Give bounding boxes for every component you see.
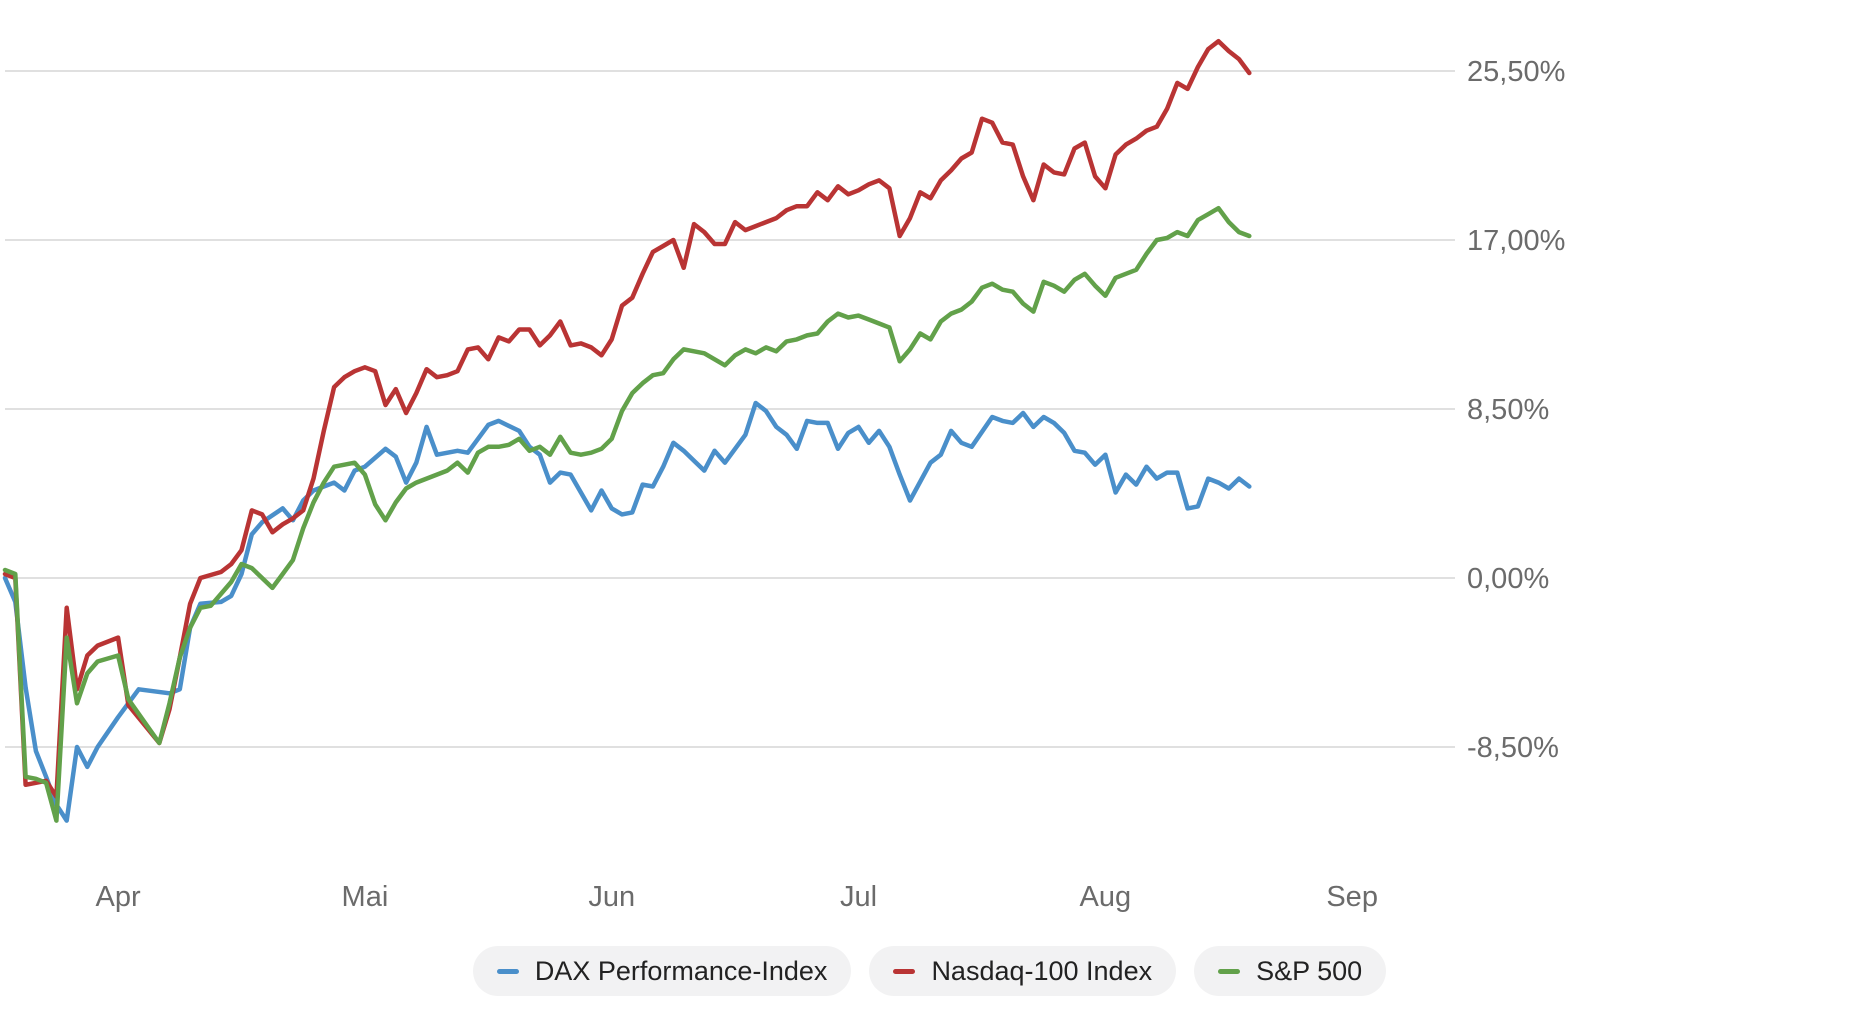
y-tick-label: 0,00% <box>1467 563 1549 595</box>
series-line-sp500[interactable] <box>2 205 1252 823</box>
y-tick-label: 17,00% <box>1467 225 1565 257</box>
x-axis-ticks: Apr Mai Jun Jul Aug Sep <box>96 881 1378 913</box>
x-tick-label: Jun <box>588 881 635 913</box>
legend-label-dax: DAX Performance-Index <box>534 955 828 986</box>
x-tick-label: Apr <box>96 881 141 913</box>
y-axis-ticks: 25,50% 17,00% 8,50% 0,00% -8,50% <box>1467 56 1565 764</box>
gridlines <box>5 70 1455 748</box>
x-tick-label: Aug <box>1080 881 1132 913</box>
legend-item-nasdaq[interactable]: Nasdaq-100 Index <box>869 946 1177 996</box>
legend-item-sp500[interactable]: S&P 500 <box>1194 946 1387 996</box>
legend-swatch-sp500 <box>1218 968 1241 974</box>
legend-label-sp500: S&P 500 <box>1256 955 1363 986</box>
legend-item-dax[interactable]: DAX Performance-Index <box>472 946 852 996</box>
x-tick-label: Mai <box>342 881 389 913</box>
legend: DAX Performance-Index Nasdaq-100 Index S… <box>0 946 1859 996</box>
legend-swatch-dax <box>496 968 519 974</box>
x-tick-label: Jul <box>840 881 877 913</box>
x-tick-label: Sep <box>1326 881 1378 913</box>
y-tick-label: 25,50% <box>1467 56 1565 88</box>
y-tick-label: -8,50% <box>1467 732 1559 764</box>
legend-label-nasdaq: Nasdaq-100 Index <box>931 955 1153 986</box>
line-chart: 25,50% 17,00% 8,50% 0,00% -8,50% Apr Mai Jun Ju… <box>2 38 1565 913</box>
series-lines <box>2 38 1252 823</box>
legend-swatch-nasdaq <box>893 968 916 974</box>
y-tick-label: 8,50% <box>1467 394 1549 426</box>
series-line-nasdaq[interactable] <box>2 38 1252 799</box>
series-line-dax[interactable] <box>2 400 1252 823</box>
